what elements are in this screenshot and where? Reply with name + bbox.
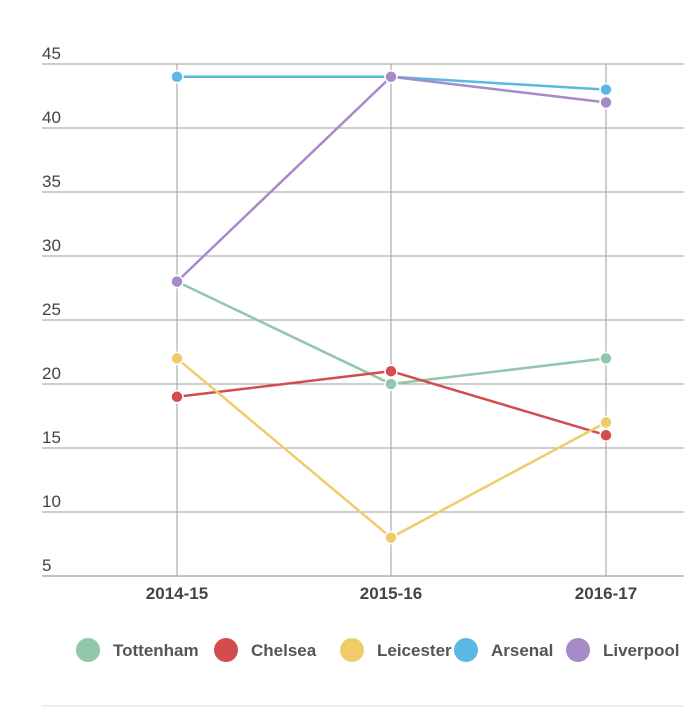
series-chelsea (170, 364, 613, 442)
legend-swatch (454, 638, 478, 662)
legend-item-liverpool[interactable]: Liverpool (566, 638, 680, 662)
legend-swatch (566, 638, 590, 662)
y-tick-label: 10 (42, 492, 61, 511)
y-tick-label: 15 (42, 428, 61, 447)
legend: Tottenham Chelsea Leicester Arsenal Liverpoo… (76, 638, 680, 662)
legend-item-leicester[interactable]: Leicester (340, 638, 452, 662)
series-liverpool (170, 70, 613, 289)
legend-label: Leicester (377, 641, 452, 660)
data-point[interactable] (384, 530, 398, 545)
legend-swatch (76, 638, 100, 662)
y-tick-label: 40 (42, 108, 61, 127)
y-tick-label: 30 (42, 236, 61, 255)
legend-label: Chelsea (251, 641, 317, 660)
data-point[interactable] (599, 415, 613, 430)
data-point[interactable] (599, 95, 613, 110)
y-tick-label: 20 (42, 364, 61, 383)
data-point[interactable] (170, 274, 184, 289)
y-axis-ticks: 5 10 15 20 25 30 35 40 45 (42, 44, 61, 575)
y-tick-label: 35 (42, 172, 61, 191)
grid-lines (42, 63, 684, 577)
data-point[interactable] (384, 364, 398, 378)
legend-swatch (214, 638, 238, 662)
legend-item-arsenal[interactable]: Arsenal (454, 638, 553, 662)
legend-item-chelsea[interactable]: Chelsea (214, 638, 317, 662)
data-point[interactable] (599, 351, 613, 366)
legend-item-tottenham[interactable]: Tottenham (76, 638, 199, 662)
data-point[interactable] (599, 82, 613, 97)
y-tick-label: 25 (42, 300, 61, 319)
legend-swatch (340, 638, 364, 662)
y-tick-label: 45 (42, 44, 61, 63)
series-lines (170, 70, 613, 545)
y-tick-label: 5 (42, 556, 51, 575)
data-point[interactable] (170, 351, 184, 366)
data-point[interactable] (170, 70, 184, 84)
x-tick-label: 2016-17 (575, 584, 637, 603)
data-point[interactable] (599, 428, 613, 442)
x-tick-label: 2015-16 (360, 584, 422, 603)
legend-label: Arsenal (491, 641, 553, 660)
data-point[interactable] (384, 377, 398, 391)
data-point[interactable] (170, 390, 184, 404)
data-point[interactable] (384, 70, 398, 84)
legend-label: Liverpool (603, 641, 680, 660)
x-tick-label: 2014-15 (146, 584, 208, 603)
legend-label: Tottenham (113, 641, 199, 660)
x-axis-ticks: 2014-15 2015-16 2016-17 (146, 584, 637, 603)
series-leicester (170, 351, 613, 545)
